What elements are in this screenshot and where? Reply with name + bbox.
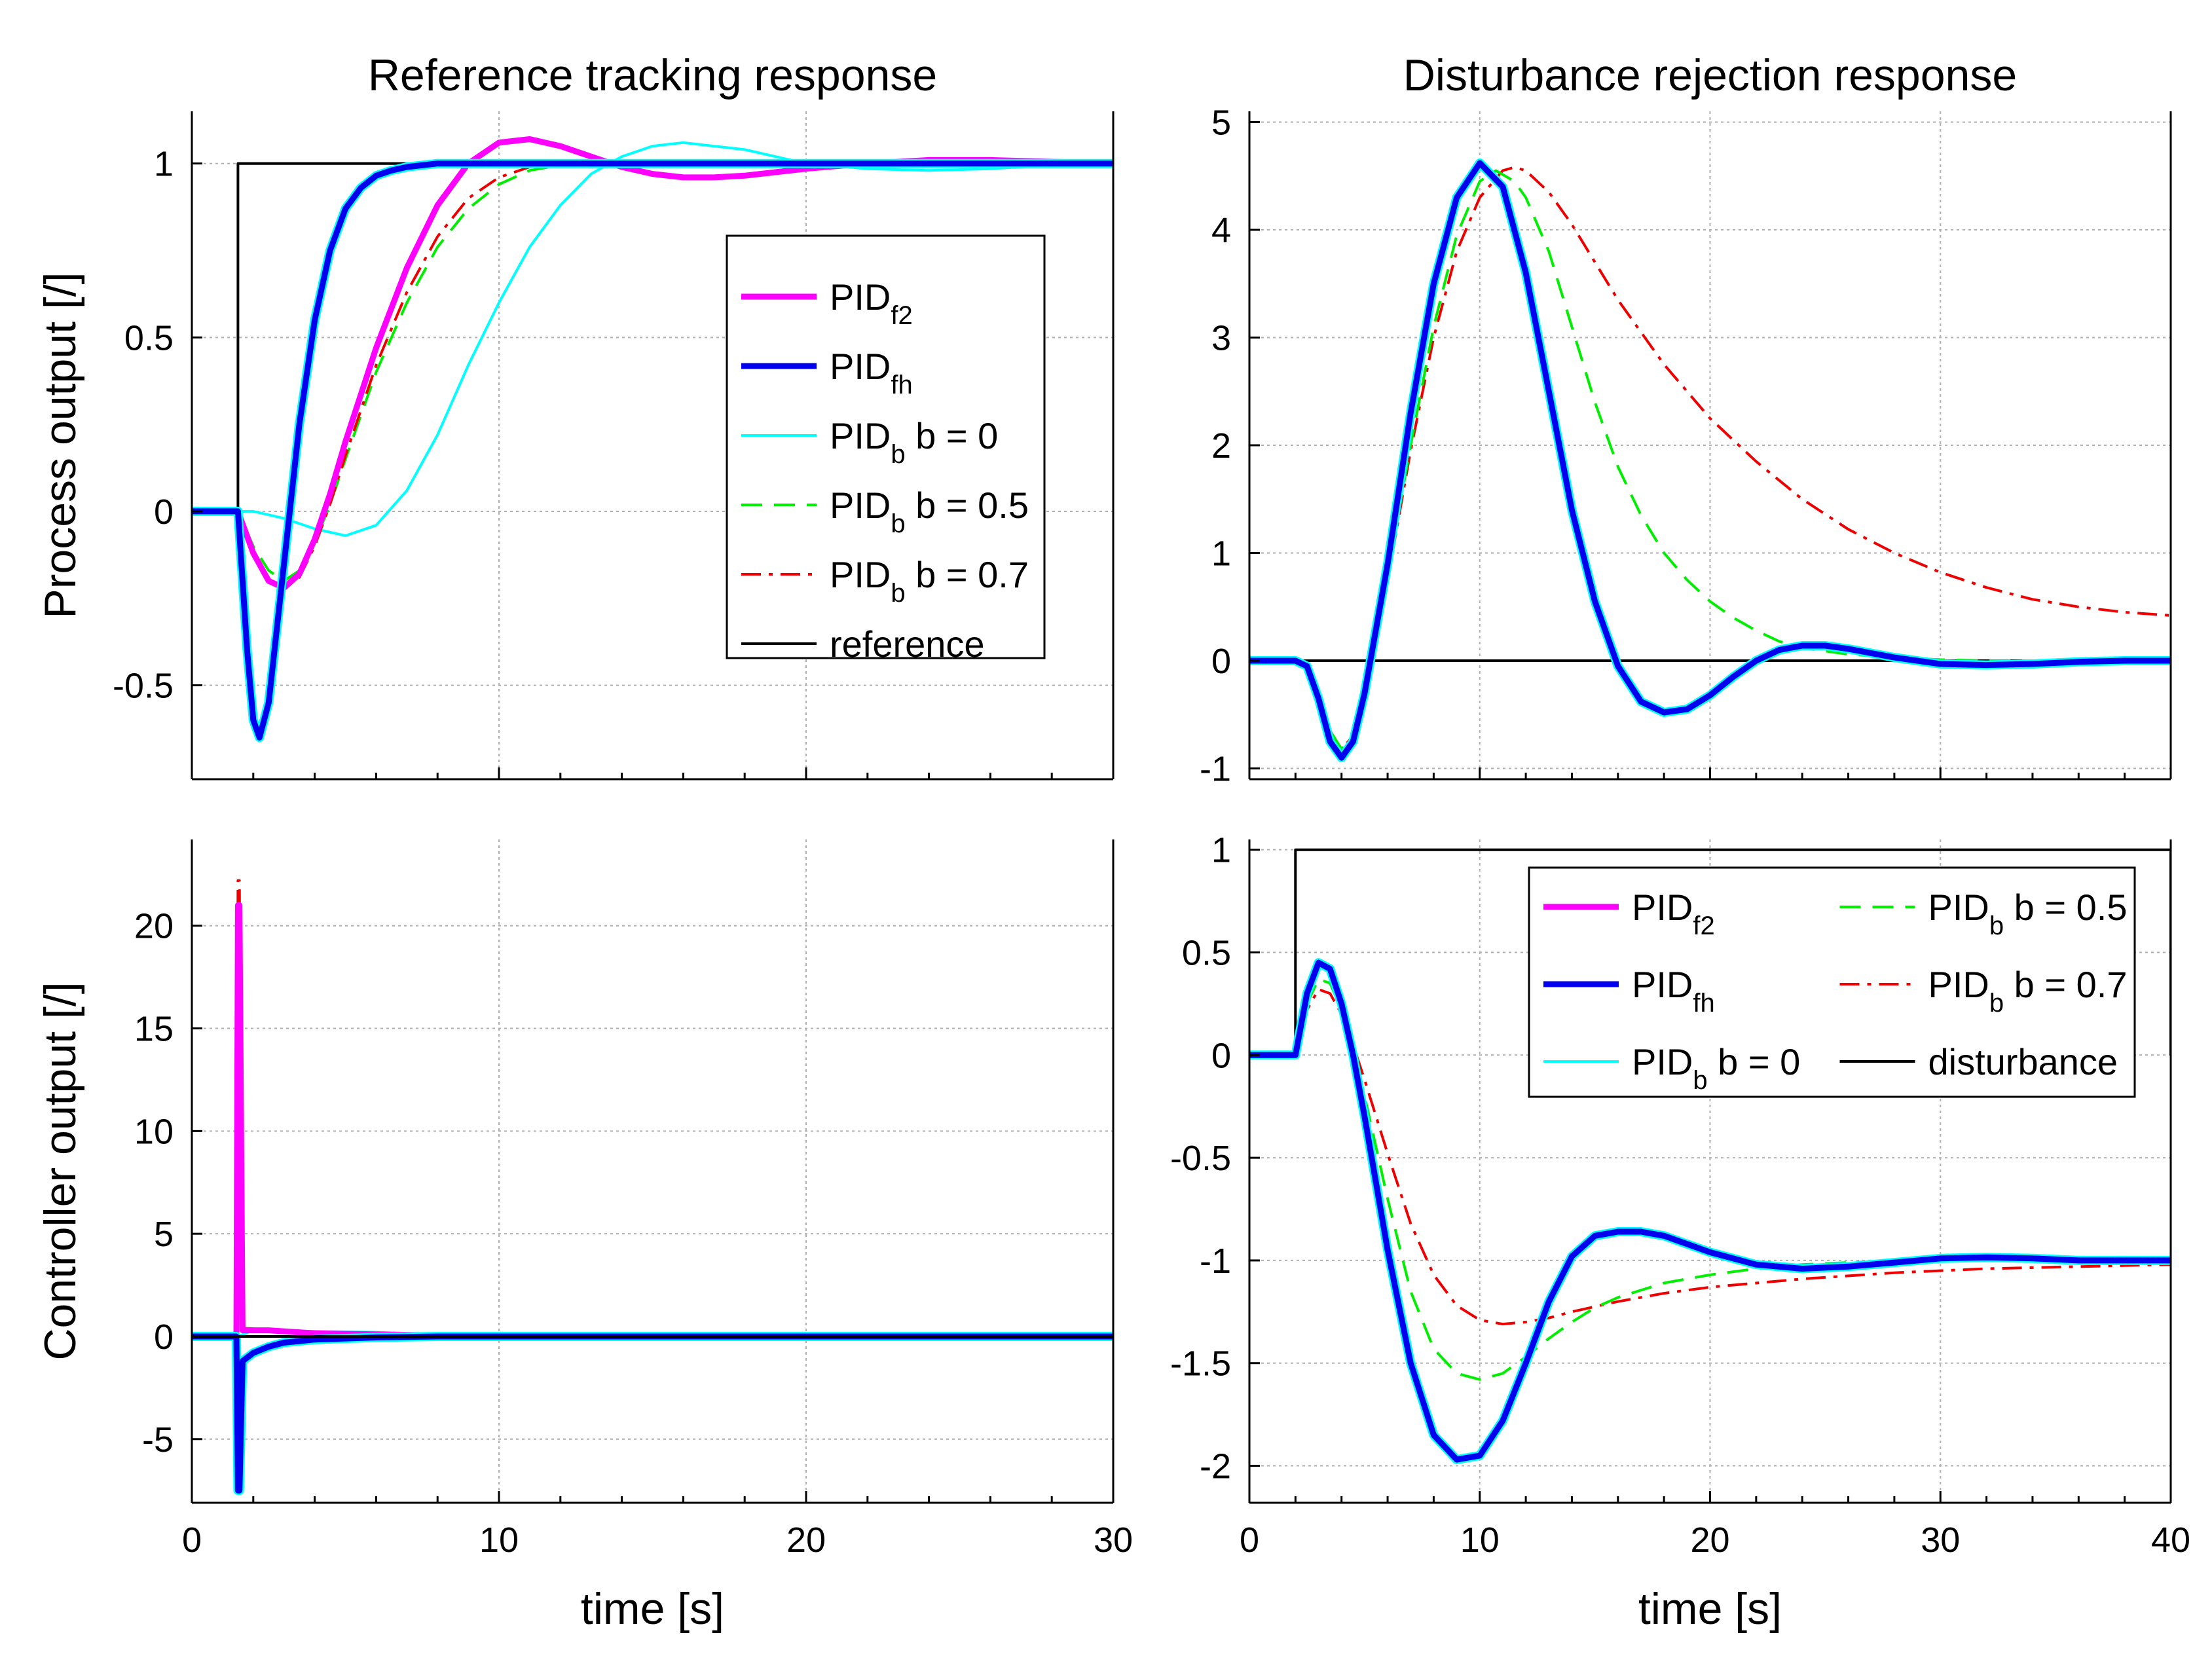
x-tick-label: 30 bbox=[1094, 1520, 1133, 1560]
x-tick-label: 20 bbox=[786, 1520, 826, 1560]
pidfh-line bbox=[192, 160, 1113, 741]
y-tick-label: 15 bbox=[134, 1010, 174, 1049]
y-tick-label: 1 bbox=[154, 145, 174, 184]
y-tick-label: 20 bbox=[134, 907, 174, 946]
y-tick-label: 5 bbox=[154, 1215, 174, 1254]
legend-label: PIDf2 bbox=[830, 276, 913, 330]
y-tick-label: 5 bbox=[1211, 103, 1231, 142]
y-tick-label: 0 bbox=[1211, 642, 1231, 681]
pidb-b07-line bbox=[1249, 166, 2171, 750]
legend-label: PIDf2 bbox=[1632, 887, 1715, 940]
y-tick-label: 10 bbox=[134, 1112, 174, 1151]
legend-label: disturbance bbox=[1928, 1041, 2118, 1082]
series-group bbox=[1249, 848, 2171, 1465]
legend-label: reference bbox=[830, 623, 985, 665]
y-tick-label: 0.5 bbox=[1182, 933, 1231, 972]
x-tick-label: 30 bbox=[1921, 1520, 1960, 1560]
series-group bbox=[1249, 158, 2171, 763]
reference-tracking-process-panel: -0.5 0 0.5 1 Reference tracking response Proc… bbox=[35, 50, 1115, 781]
y-axis-label: Process output [/] bbox=[35, 272, 85, 618]
y-tick-label: 0 bbox=[1211, 1036, 1231, 1075]
legend-label: PIDfh bbox=[830, 346, 913, 399]
series-group bbox=[192, 136, 1113, 743]
x-tick-label: 0 bbox=[1240, 1520, 1259, 1560]
x-axis-label: time [s] bbox=[1638, 1584, 1782, 1634]
y-tick-label: 4 bbox=[1211, 211, 1231, 250]
y-tick-label: 2 bbox=[1211, 426, 1231, 466]
x-tick-label: 40 bbox=[2151, 1520, 2190, 1560]
y-tick-label: 0.5 bbox=[124, 318, 174, 358]
x-tick-label: 20 bbox=[1690, 1520, 1729, 1560]
legend-label: PIDb b = 0.7 bbox=[830, 554, 1029, 608]
y-tick-label: 0 bbox=[154, 1317, 174, 1357]
legend-label: PIDb b = 0.5 bbox=[1928, 887, 2128, 940]
pidb-b05-line bbox=[1249, 169, 2171, 750]
legend-label: PIDfh bbox=[1632, 964, 1715, 1018]
y-tick-label: 3 bbox=[1211, 318, 1231, 358]
legend-label: PIDb b = 0.7 bbox=[1928, 964, 2128, 1018]
y-tick-label: 0 bbox=[154, 492, 174, 532]
y-tick-label: -1.5 bbox=[1170, 1344, 1231, 1384]
disturbance-rejection-process-panel: -1 0 1 2 3 4 5 Disturbance rejection response bbox=[1200, 50, 2172, 789]
x-tick-label: 10 bbox=[1460, 1520, 1500, 1560]
legend-label: PIDb b = 0.5 bbox=[830, 485, 1029, 538]
legend-label: PIDb b = 0 bbox=[830, 415, 998, 469]
y-axis-label: Controller output [/] bbox=[35, 982, 85, 1360]
y-tick-label: 1 bbox=[1211, 534, 1231, 574]
pidfh-line bbox=[1249, 160, 2171, 761]
panel-title: Reference tracking response bbox=[368, 50, 937, 100]
panel-title: Disturbance rejection response bbox=[1403, 50, 2017, 100]
pidb-b07-line bbox=[1249, 987, 2171, 1326]
y-tick-label: -1 bbox=[1200, 1242, 1231, 1281]
pidfh-line bbox=[1249, 959, 2171, 1463]
legend: PIDf2 PIDfh PIDb b = 0 PIDb b = 0.5 PIDb b =… bbox=[1528, 866, 2136, 1098]
y-tick-label: 1 bbox=[1211, 831, 1231, 870]
y-tick-label: -0.5 bbox=[113, 667, 174, 706]
legend: PIDf2 PIDfh PIDb b = 0 PIDb b = 0.5 PIDb b =… bbox=[726, 234, 1046, 665]
x-tick-label: 0 bbox=[182, 1520, 202, 1560]
reference-tracking-controller-panel: -5 0 5 10 15 20 0 10 20 30 time [s] Controller outp… bbox=[35, 839, 1133, 1634]
y-tick-label: -2 bbox=[1200, 1447, 1231, 1486]
legend-box bbox=[1528, 866, 2136, 1098]
x-axis-label: time [s] bbox=[581, 1584, 724, 1634]
y-tick-label: -5 bbox=[142, 1420, 174, 1460]
y-tick-label: -1 bbox=[1200, 750, 1231, 789]
legend-label: PIDb b = 0 bbox=[1632, 1041, 1800, 1095]
y-tick-label: -0.5 bbox=[1170, 1139, 1231, 1178]
series-group bbox=[192, 879, 1113, 1496]
legend-box bbox=[726, 234, 1046, 659]
x-tick-label: 10 bbox=[479, 1520, 519, 1560]
